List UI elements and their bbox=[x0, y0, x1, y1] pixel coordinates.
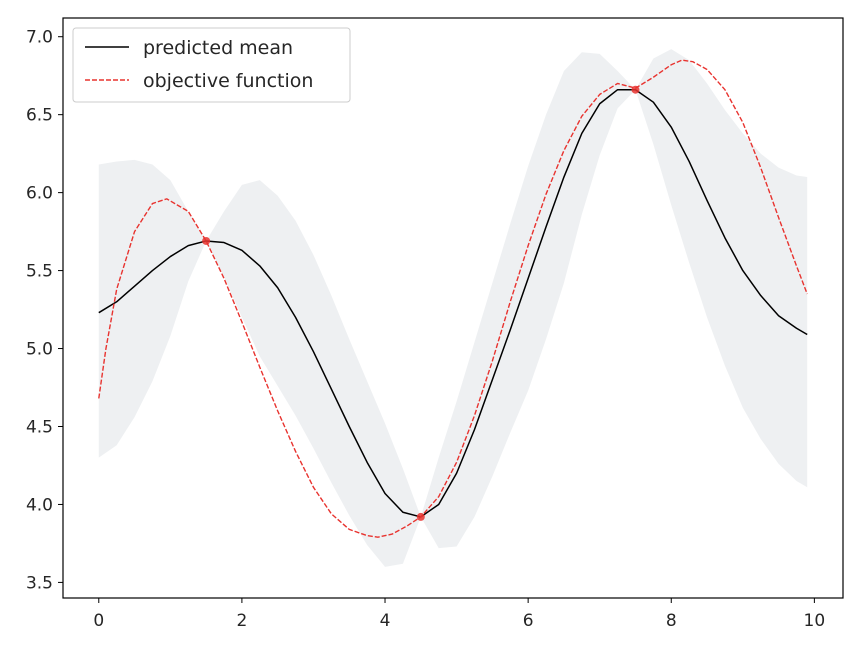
legend-label: predicted mean bbox=[143, 37, 293, 59]
x-tick-label: 0 bbox=[93, 611, 104, 631]
y-tick-label: 4.0 bbox=[26, 495, 53, 515]
x-axis-ticks: 0 2 4 6 8 10 bbox=[93, 598, 825, 631]
observations-layer bbox=[202, 85, 640, 521]
y-tick-label: 7.0 bbox=[26, 28, 53, 48]
observation-point bbox=[202, 236, 211, 245]
x-tick-label: 10 bbox=[804, 611, 826, 631]
y-tick-label: 6.5 bbox=[26, 106, 53, 126]
x-tick-label: 6 bbox=[523, 611, 534, 631]
x-tick-label: 8 bbox=[666, 611, 677, 631]
confidence-band bbox=[98, 49, 808, 567]
confidence-band-layer bbox=[98, 49, 808, 567]
y-tick-label: 3.5 bbox=[26, 573, 53, 593]
observation-point bbox=[416, 512, 425, 521]
series-layer bbox=[98, 59, 808, 538]
x-tick-label: 4 bbox=[380, 611, 391, 631]
series-line-objective-function bbox=[98, 59, 808, 538]
legend-label: objective function bbox=[143, 70, 313, 92]
y-axis-ticks: 3.5 4.0 4.5 5.0 5.5 6.0 6.5 7.0 bbox=[26, 28, 63, 593]
y-tick-label: 4.5 bbox=[26, 417, 53, 437]
observation-point bbox=[631, 85, 640, 94]
y-tick-label: 5.0 bbox=[26, 340, 53, 360]
legend: predicted mean objective function bbox=[72, 27, 351, 103]
series-line-predicted-mean bbox=[98, 88, 808, 518]
legend-box bbox=[72, 27, 351, 103]
x-tick-label: 2 bbox=[236, 611, 247, 631]
y-tick-label: 5.5 bbox=[26, 262, 53, 282]
axes-frame bbox=[62, 17, 844, 599]
y-tick-label: 6.0 bbox=[26, 184, 53, 204]
